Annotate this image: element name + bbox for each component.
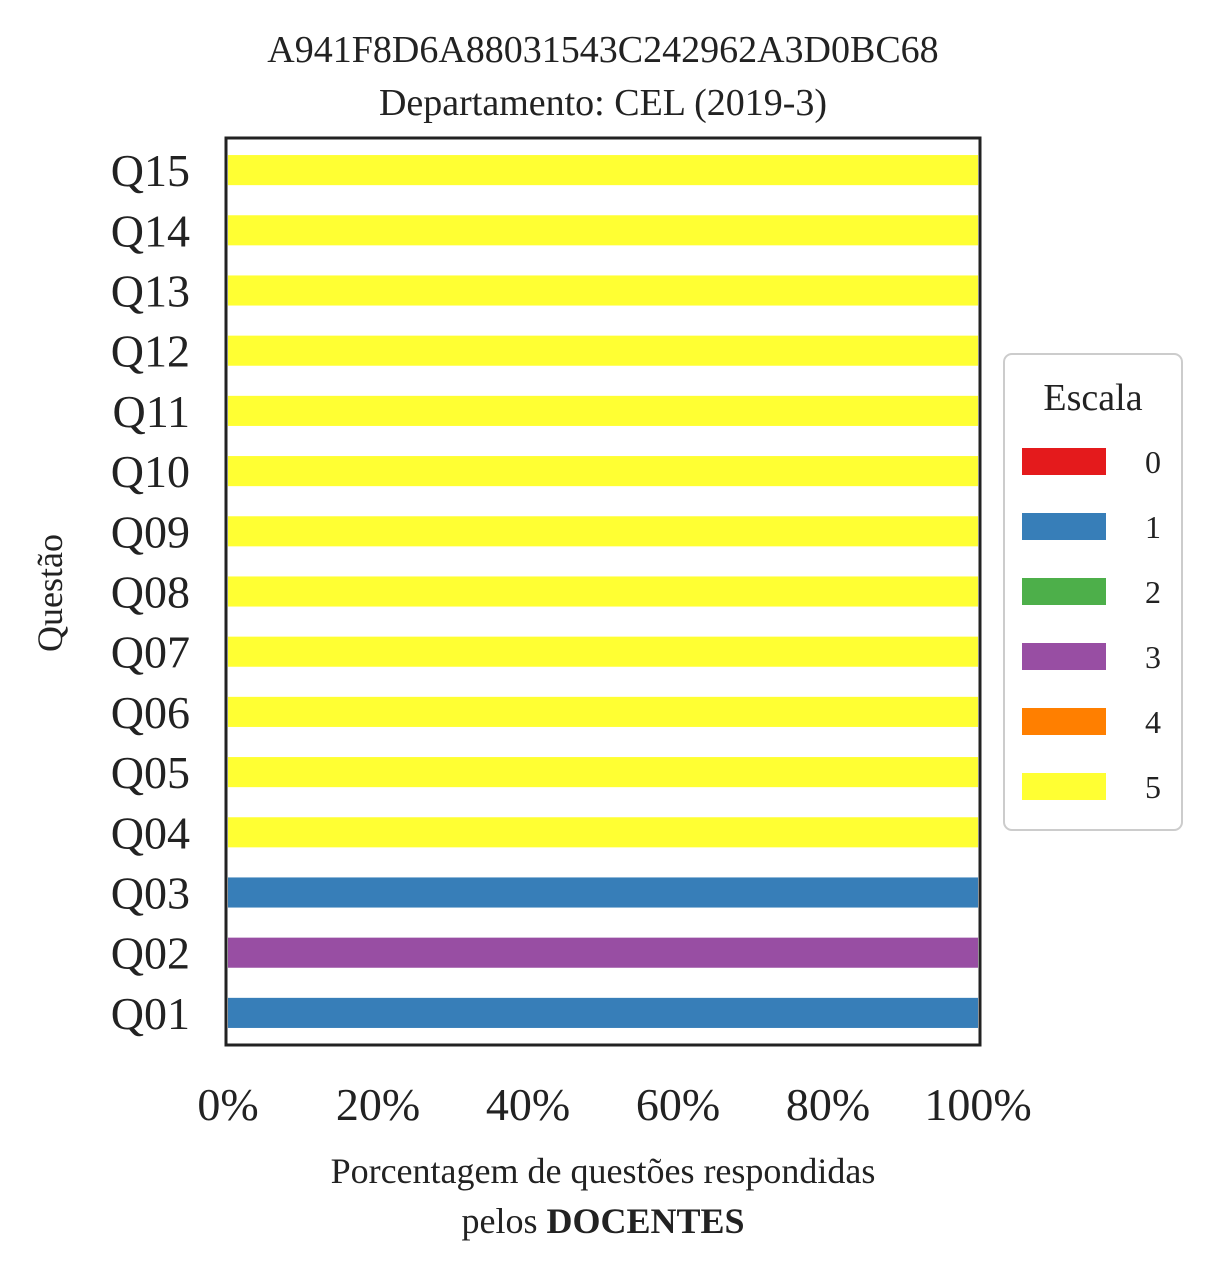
y-tick-label-Q05: Q05 xyxy=(111,747,190,798)
y-tick-label-Q11: Q11 xyxy=(112,386,190,437)
x-axis-label-line2: pelos DOCENTES xyxy=(461,1201,744,1241)
bar-Q14-scale-5 xyxy=(228,215,978,246)
x-tick-label-4: 80% xyxy=(786,1079,870,1130)
y-tick-label-Q15: Q15 xyxy=(111,145,190,196)
bar-Q04-scale-5 xyxy=(228,817,978,848)
y-tick-label-Q01: Q01 xyxy=(111,988,190,1039)
legend-label-3: 3 xyxy=(1145,639,1161,675)
legend-swatch-4 xyxy=(1022,708,1106,735)
legend-label-4: 4 xyxy=(1145,704,1161,740)
bar-Q07-scale-5 xyxy=(228,636,978,667)
y-tick-label-Q12: Q12 xyxy=(111,326,190,377)
x-tick-label-5: 100% xyxy=(924,1079,1031,1130)
y-tick-label-Q13: Q13 xyxy=(111,266,190,317)
y-tick-label-Q03: Q03 xyxy=(111,868,190,919)
legend-items: 0 1 2 3 4 5 xyxy=(1022,444,1161,805)
legend-label-2: 2 xyxy=(1145,574,1161,610)
bar-Q11-scale-5 xyxy=(228,395,978,426)
bar-Q15-scale-5 xyxy=(228,155,978,186)
y-tick-label-Q06: Q06 xyxy=(111,687,190,738)
legend-swatch-1 xyxy=(1022,513,1106,540)
bar-Q08-scale-5 xyxy=(228,576,978,607)
bar-Q06-scale-5 xyxy=(228,696,978,727)
y-tick-label-Q09: Q09 xyxy=(111,506,190,557)
legend-label-0: 0 xyxy=(1145,444,1161,480)
legend-swatch-5 xyxy=(1022,773,1106,800)
bars-layer xyxy=(228,155,978,1028)
legend-label-5: 5 xyxy=(1145,769,1161,805)
x-axis-label: Porcentagem de questões respondidas xyxy=(331,1151,876,1191)
y-tick-label-Q14: Q14 xyxy=(111,205,190,256)
x-tick-label-3: 60% xyxy=(636,1079,720,1130)
legend-swatch-3 xyxy=(1022,643,1106,670)
x-tick-labels: 0% 20% 40% 60% 80% 100% xyxy=(197,1079,1031,1130)
legend-label-1: 1 xyxy=(1145,509,1161,545)
y-tick-label-Q04: Q04 xyxy=(111,807,190,858)
y-axis-label: Questão xyxy=(30,534,70,652)
bar-Q01-scale-1 xyxy=(228,997,978,1028)
x-tick-label-1: 20% xyxy=(336,1079,420,1130)
plot-frame xyxy=(224,136,982,1047)
bar-Q10-scale-5 xyxy=(228,456,978,487)
x-axis-label-prefix: pelos xyxy=(461,1201,546,1241)
bar-Q02-scale-3 xyxy=(228,937,978,968)
x-tick-label-2: 40% xyxy=(486,1079,570,1130)
y-tick-labels: Q01 Q02 Q03 Q04 Q05 Q06 Q07 Q08 Q09 Q10 Q11 Q12 Q13 Q… xyxy=(111,145,190,1039)
chart-subtitle: Departamento: CEL (2019-3) xyxy=(379,82,827,124)
bar-Q12-scale-5 xyxy=(228,335,978,366)
legend-swatch-2 xyxy=(1022,578,1106,605)
legend-swatch-0 xyxy=(1022,448,1106,475)
bar-Q09-scale-5 xyxy=(228,516,978,547)
chart-title: A941F8D6A88031543C242962A3D0BC68 xyxy=(267,29,938,71)
legend-title: Escala xyxy=(1043,377,1142,419)
y-tick-label-Q02: Q02 xyxy=(111,928,190,979)
y-tick-label-Q10: Q10 xyxy=(111,446,190,497)
bar-Q03-scale-1 xyxy=(228,877,978,908)
y-tick-label-Q07: Q07 xyxy=(111,627,190,678)
x-tick-label-0: 0% xyxy=(197,1079,258,1130)
bar-Q13-scale-5 xyxy=(228,275,978,306)
bar-Q05-scale-5 xyxy=(228,757,978,788)
x-axis-label-bold: DOCENTES xyxy=(546,1201,744,1241)
y-tick-label-Q08: Q08 xyxy=(111,567,190,618)
legend: Escala 0 1 2 3 4 5 xyxy=(1003,353,1183,831)
